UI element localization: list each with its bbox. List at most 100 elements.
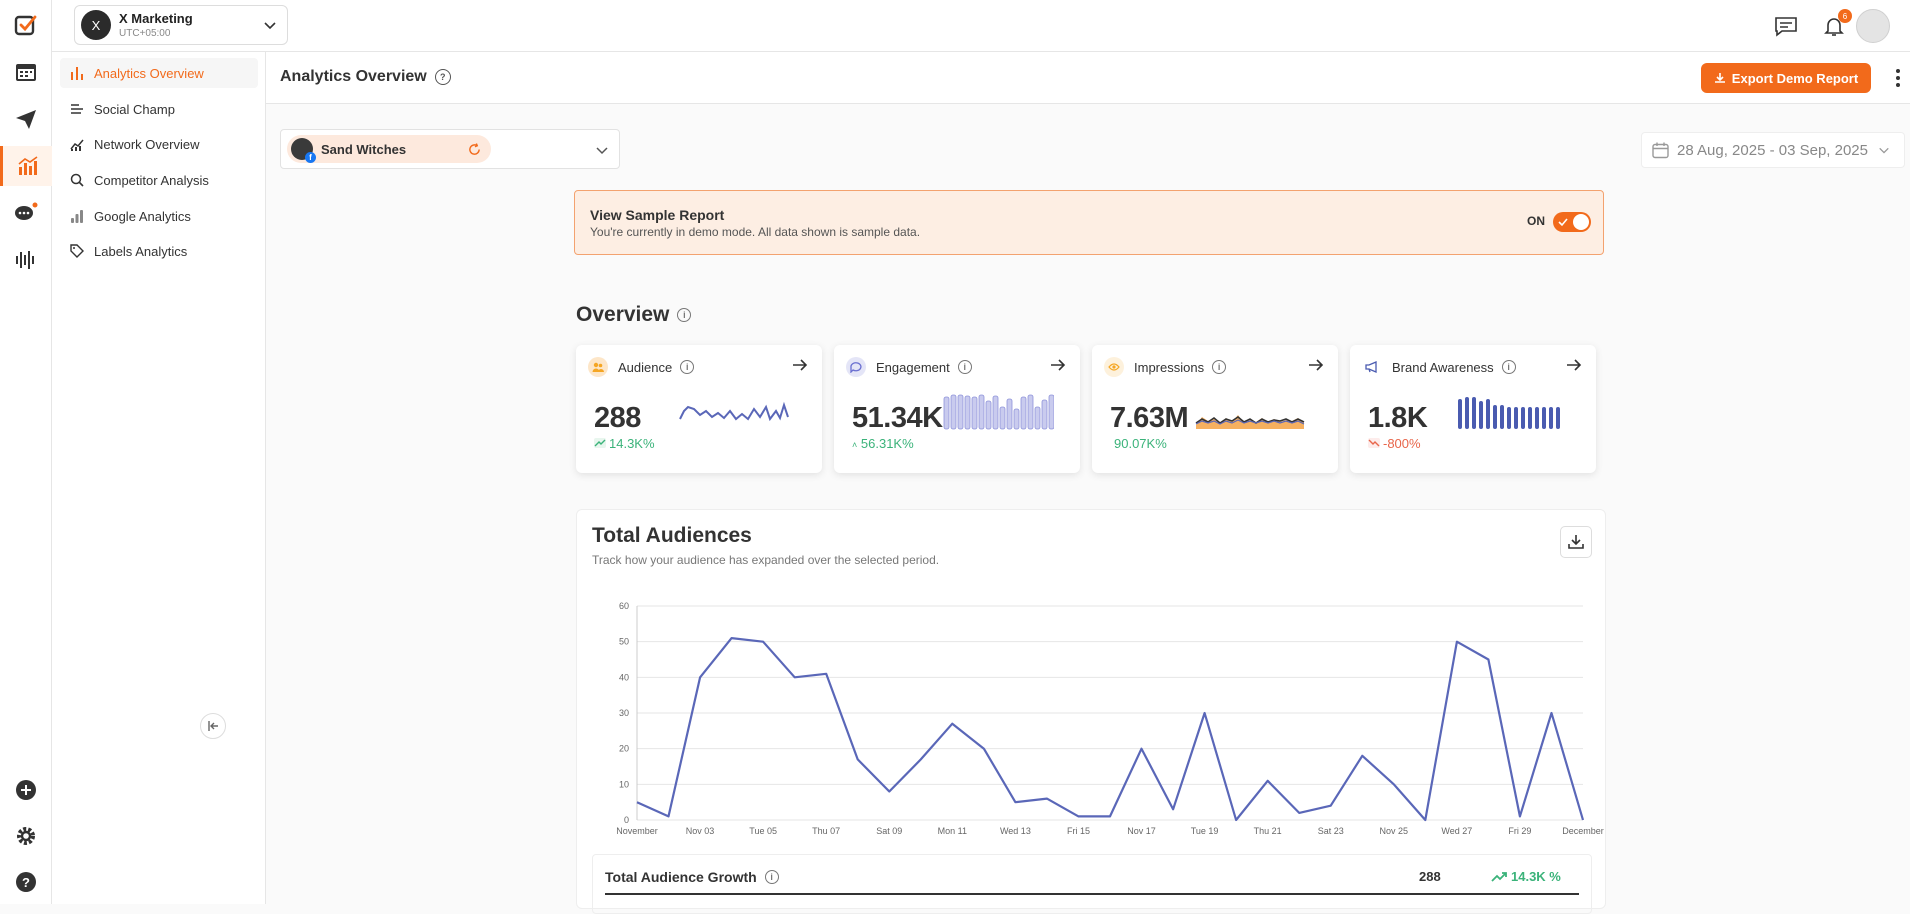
bar-chart-icon: [71, 67, 83, 80]
chat-icon[interactable]: [0, 193, 52, 233]
audience-series-line: [636, 637, 1585, 822]
y-tick-label: 0: [624, 815, 629, 825]
x-tick-label: Thu 21: [1254, 826, 1282, 836]
y-tick-label: 40: [619, 672, 629, 682]
x-tick-label: Tue 19: [1191, 826, 1219, 836]
x-tick-label: Nov 17: [1127, 826, 1156, 836]
workspace-selector[interactable]: X X Marketing UTC+05:00: [74, 5, 288, 45]
audience-card[interactable]: Audience i 288 14.3K%: [576, 345, 822, 473]
nav-item-google-analytics[interactable]: Google Analytics: [60, 201, 258, 231]
card-label: Audience: [618, 359, 673, 375]
card-label: Impressions: [1134, 359, 1205, 375]
engagement-sparkline: [943, 394, 1054, 430]
download-icon: [1714, 73, 1725, 83]
send-icon[interactable]: [0, 99, 52, 139]
x-tick-label: Nov 25: [1380, 826, 1409, 836]
info-icon[interactable]: i: [1212, 360, 1227, 374]
audience-sparkline: [679, 401, 789, 422]
x-tick-label: Sat 09: [876, 826, 902, 836]
chevron-down-icon: [596, 147, 608, 155]
toggle-label: ON: [1527, 214, 1545, 228]
refresh-icon[interactable]: [468, 143, 481, 156]
nav-item-network-overview[interactable]: Network Overview: [60, 129, 258, 159]
svg-text:?: ?: [22, 875, 30, 890]
x-tick-label: December: [1562, 826, 1604, 836]
total-audience-growth-row: Total Audience Growth i 288 14.3K %: [592, 854, 1592, 914]
megaphone-icon: [1362, 357, 1382, 377]
demo-mode-toggle[interactable]: [1553, 212, 1591, 232]
arrow-right-icon[interactable]: [1050, 357, 1066, 373]
notification-bell-icon[interactable]: 6: [1820, 9, 1852, 40]
messages-icon[interactable]: [1772, 12, 1800, 40]
y-tick-label: 30: [619, 708, 629, 718]
download-icon: [1568, 535, 1584, 549]
impressions-card[interactable]: Impressions i 7.63M 90.07K%: [1092, 345, 1338, 473]
calendar-icon[interactable]: [0, 52, 52, 92]
collapse-sidebar-button[interactable]: [200, 713, 226, 739]
logo-icon[interactable]: [0, 5, 52, 45]
audio-wave-icon[interactable]: [0, 240, 52, 280]
account-selector[interactable]: f Sand Witches: [280, 129, 620, 169]
nav-item-analytics-overview[interactable]: Analytics Overview: [60, 58, 258, 88]
info-icon[interactable]: i: [764, 870, 779, 884]
info-icon[interactable]: i: [677, 308, 692, 322]
card-change-value: -800%: [1383, 436, 1421, 451]
lines-icon: [71, 104, 83, 114]
trend-chart-icon: [70, 139, 84, 151]
trend-up-icon: [1491, 871, 1507, 882]
analytics-icon[interactable]: [0, 146, 52, 186]
arrow-right-icon[interactable]: [1308, 357, 1324, 373]
y-tick-label: 60: [619, 601, 629, 611]
info-icon[interactable]: i: [957, 360, 972, 374]
engagement-icon: [846, 357, 866, 377]
engagement-card[interactable]: Engagement i 51.34K ˄ 56.31K%: [834, 345, 1080, 473]
brand-awareness-sparkline: [1458, 397, 1560, 429]
y-tick-label: 50: [619, 637, 629, 647]
trend-down-icon: [1368, 438, 1380, 448]
nav-item-competitor-analysis[interactable]: Competitor Analysis: [60, 165, 258, 195]
nav-item-labels-analytics[interactable]: Labels Analytics: [60, 236, 258, 266]
add-icon[interactable]: [0, 770, 52, 810]
nav-item-social-champ[interactable]: Social Champ: [60, 94, 258, 124]
tag-icon: [70, 244, 84, 258]
user-avatar[interactable]: [1856, 9, 1890, 43]
export-demo-report-button[interactable]: Export Demo Report: [1701, 63, 1871, 93]
settings-icon[interactable]: [0, 816, 52, 856]
total-audiences-line-chart: 0 10 20 30 40 50 60 November Nov 03 Tue 05 Thu 07 S…: [616, 601, 1604, 836]
app-rail: ?: [0, 0, 52, 904]
card-label: Brand Awareness: [1392, 359, 1494, 375]
info-icon[interactable]: i: [680, 360, 695, 374]
x-tick-label: Fri 15: [1067, 826, 1090, 836]
account-chip[interactable]: f Sand Witches: [287, 135, 491, 163]
card-value: 7.63M: [1110, 402, 1189, 434]
analytics-sidebar: Analytics Overview Social Champ Network …: [52, 52, 266, 904]
top-bar: X X Marketing UTC+05:00 6: [52, 0, 1910, 52]
trend-up-icon: [594, 438, 606, 448]
card-change-value: 56.31K%: [860, 436, 914, 451]
x-tick-label: Fri 29: [1508, 826, 1531, 836]
brand-awareness-card[interactable]: Brand Awareness i 1.8K -800%: [1350, 345, 1596, 473]
workspace-avatar: X: [81, 10, 111, 40]
audience-icon: [588, 357, 608, 377]
page-title: Analytics Overview: [280, 68, 427, 85]
banner-title: View Sample Report: [590, 207, 725, 223]
page-header: Analytics Overview ? Export Demo Report: [266, 52, 1910, 104]
card-value: 288: [594, 402, 641, 434]
arrow-right-icon[interactable]: [1566, 357, 1582, 373]
card-value: 1.8K: [1368, 402, 1428, 434]
more-options-icon[interactable]: [1888, 65, 1908, 91]
help-circle-icon[interactable]: ?: [434, 69, 451, 85]
date-range-picker[interactable]: 28 Aug, 2025 - 03 Sep, 2025: [1641, 132, 1905, 168]
download-chart-button[interactable]: [1560, 526, 1592, 558]
help-icon[interactable]: ?: [0, 862, 52, 902]
arrow-right-icon[interactable]: [792, 357, 808, 373]
google-analytics-icon: [71, 210, 83, 223]
card-change: -800%: [1368, 436, 1421, 451]
x-tick-label: Tue 05: [749, 826, 777, 836]
x-tick-label: Thu 07: [812, 826, 840, 836]
x-tick-label: Nov 03: [686, 826, 715, 836]
panel-subtitle: Track how your audience has expanded ove…: [592, 553, 940, 567]
info-icon[interactable]: i: [1501, 360, 1516, 374]
collapse-left-icon: [208, 721, 218, 731]
x-tick-label: Wed 13: [1000, 826, 1031, 836]
